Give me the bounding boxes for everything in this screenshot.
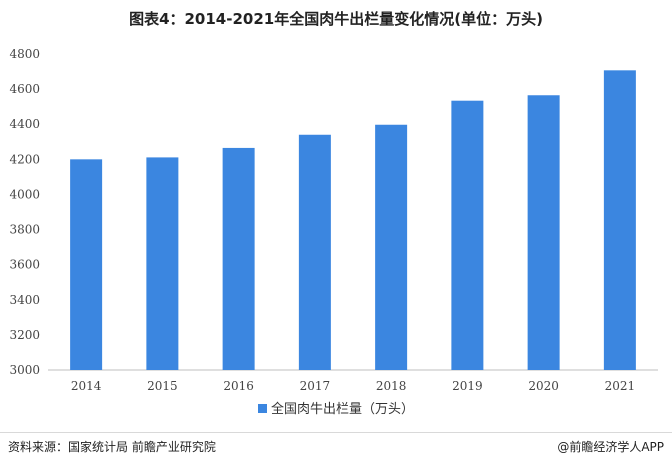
y-tick-label: 3200 <box>9 328 40 342</box>
legend: 全国肉牛出栏量（万头） <box>258 401 414 417</box>
chart-title: 图表4：2014-2021年全国肉牛出栏量变化情况(单位：万头) <box>129 10 543 28</box>
y-tick-label: 3600 <box>9 258 40 272</box>
bar-2019 <box>451 100 484 370</box>
footer-divider <box>0 432 672 433</box>
bar-2015 <box>146 157 179 370</box>
x-tick-label: 2014 <box>71 379 102 393</box>
y-tick-label: 3400 <box>9 293 40 307</box>
x-tick-label: 2018 <box>376 379 407 393</box>
x-tick-label: 2019 <box>452 379 483 393</box>
credit-note: @前瞻经济学人APP <box>557 440 664 454</box>
x-tick-label: 2016 <box>223 379 254 393</box>
y-tick-label: 4600 <box>9 82 40 96</box>
y-tick-label: 4200 <box>9 152 40 166</box>
bar-2018 <box>375 124 408 370</box>
y-tick-label: 4400 <box>9 117 40 131</box>
bars <box>70 70 636 371</box>
y-tick-label: 3800 <box>9 223 40 237</box>
x-tick-label: 2020 <box>528 379 559 393</box>
legend-swatch <box>258 404 267 413</box>
legend-label: 全国肉牛出栏量（万头） <box>271 401 414 417</box>
y-tick-label: 4000 <box>9 187 40 201</box>
bar-2014 <box>70 159 103 370</box>
bar-chart: 3000 3200 3400 3600 3800 4000 4200 4400 4600 4800… <box>9 47 658 417</box>
y-tick-label: 3000 <box>9 363 40 377</box>
x-tick-label: 2017 <box>300 379 331 393</box>
y-tick-label: 4800 <box>9 47 40 61</box>
bar-2016 <box>222 147 255 370</box>
x-tick-label: 2015 <box>147 379 178 393</box>
bar-2020 <box>527 95 560 370</box>
bar-2017 <box>298 134 331 370</box>
x-tick-label: 2021 <box>605 379 636 393</box>
y-axis: 3000 3200 3400 3600 3800 4000 4200 4400 4600 4800 <box>9 47 40 377</box>
bar-2021 <box>603 70 636 371</box>
x-axis: 2014 2015 2016 2017 2018 2019 2020 2021 <box>71 379 635 393</box>
source-note: 资料来源：国家统计局 前瞻产业研究院 <box>8 440 216 454</box>
